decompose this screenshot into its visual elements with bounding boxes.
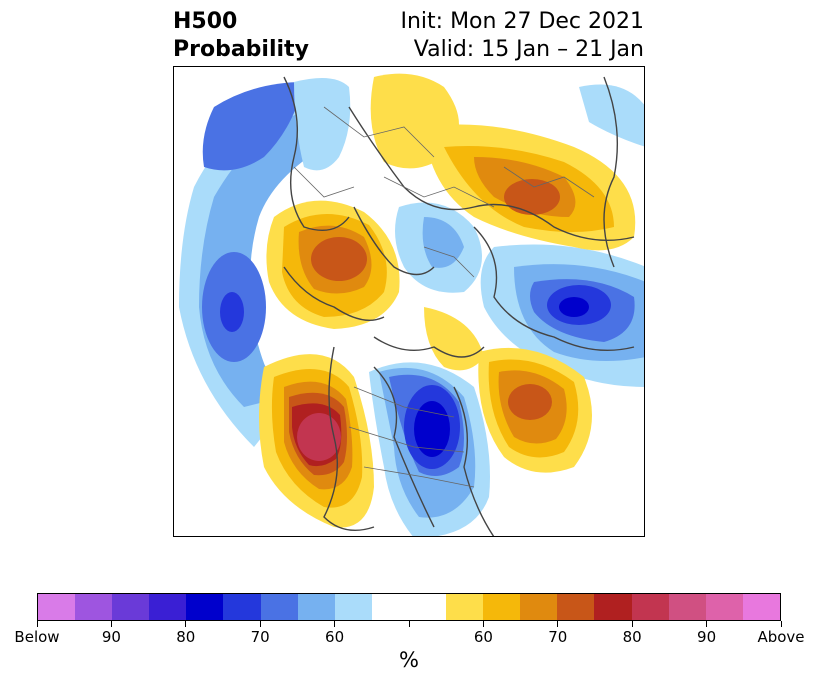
colorbar-tick-label: 80 <box>176 628 196 646</box>
colorbar-segment <box>631 594 669 620</box>
colorbar-segment <box>38 594 76 620</box>
colorbar-segment <box>223 594 261 620</box>
colorbar-segment <box>186 594 224 620</box>
colorbar-tick <box>334 621 336 627</box>
map-title-right: Init: Mon 27 Dec 2021 Valid: 15 Jan – 21… <box>401 8 645 64</box>
colorbar-tick-label: 60 <box>473 628 493 646</box>
colorbar-tick-label: 60 <box>325 628 345 646</box>
map-canvas <box>174 67 644 536</box>
colorbar-segment <box>260 594 298 620</box>
colorbar-segment <box>75 594 113 620</box>
init-date-label: Init: Mon 27 Dec 2021 <box>400 9 645 34</box>
valid-range-label: Valid: 15 Jan – 21 Jan <box>413 37 644 62</box>
colorbar-tick <box>185 621 187 627</box>
colorbar-tick <box>706 621 708 627</box>
colorbar-segment <box>520 594 558 620</box>
colorbar-segment <box>334 594 372 620</box>
colorbar-segment <box>112 594 150 620</box>
colorbar-segment <box>594 594 632 620</box>
colorbar-unit: % <box>399 648 419 672</box>
title-field: Probability <box>173 37 309 62</box>
colorbar-tick <box>408 621 410 627</box>
probability-colorbar <box>37 593 781 621</box>
colorbar-tick <box>482 621 484 627</box>
colorbar-segment <box>446 594 484 620</box>
colorbar-tick-label: 80 <box>622 628 642 646</box>
colorbar-segment <box>557 594 595 620</box>
north-pole-marker <box>398 290 422 314</box>
colorbar-tick-label: 70 <box>250 628 270 646</box>
colorbar-segment <box>408 594 447 620</box>
colorbar-segment <box>371 594 409 620</box>
colorbar-tick-label: Above <box>757 628 805 646</box>
colorbar-segment <box>705 594 743 620</box>
below-normal-regions <box>179 78 644 536</box>
colorbar-tick <box>259 621 261 627</box>
political-borders <box>293 106 595 488</box>
colorbar-tick-label: 70 <box>548 628 568 646</box>
colorbar-segment <box>149 594 187 620</box>
colorbar-segment <box>483 594 521 620</box>
title-variable: H500 <box>173 9 238 34</box>
colorbar-tick-label: Below <box>14 628 60 646</box>
colorbar-tick <box>557 621 559 627</box>
colorbar-tick <box>631 621 633 627</box>
colorbar-tick <box>110 621 112 627</box>
colorbar-tick <box>36 621 38 627</box>
map-title-left: H500 Probability <box>173 8 309 64</box>
colorbar-tick-label: 90 <box>697 628 717 646</box>
colorbar-segment <box>668 594 706 620</box>
coastlines <box>283 76 635 536</box>
probability-map[interactable] <box>173 66 645 537</box>
colorbar-segment <box>297 594 335 620</box>
colorbar-tick-label: 90 <box>101 628 121 646</box>
colorbar-segment <box>742 594 780 620</box>
above-normal-regions <box>259 73 636 528</box>
colorbar-tick <box>780 621 782 627</box>
